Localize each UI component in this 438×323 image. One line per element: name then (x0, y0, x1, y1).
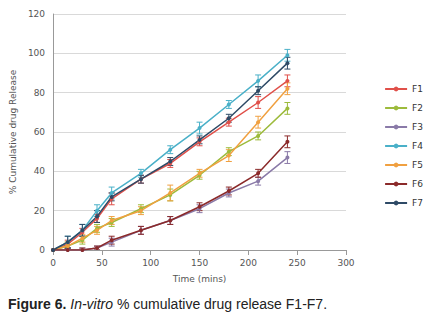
svg-text:F1: F1 (412, 84, 423, 94)
svg-text:150: 150 (191, 258, 208, 268)
svg-text:50: 50 (96, 258, 108, 268)
svg-text:80: 80 (34, 88, 46, 98)
svg-text:Time (mins): Time (mins) (172, 274, 227, 284)
svg-text:20: 20 (34, 206, 46, 216)
svg-text:F7: F7 (412, 198, 423, 208)
svg-text:250: 250 (289, 258, 306, 268)
svg-text:300: 300 (337, 258, 354, 268)
svg-text:F2: F2 (412, 103, 423, 113)
html-text:Figure 6. In-vitro% cumulative: Figure 6. In-vitro% cumulative drug rele… (8, 296, 327, 312)
svg-text:% Cumulative drug Release: % Cumulative drug Release (8, 69, 18, 194)
svg-text:0: 0 (50, 258, 56, 268)
svg-text:0: 0 (39, 245, 45, 255)
svg-text:F4: F4 (412, 141, 423, 151)
svg-text:120: 120 (28, 9, 45, 19)
svg-text:40: 40 (34, 166, 46, 176)
svg-text:F6: F6 (412, 179, 423, 189)
svg-text:F3: F3 (412, 122, 423, 132)
svg-text:60: 60 (34, 127, 46, 137)
svg-text:F5: F5 (412, 160, 423, 170)
svg-text:100: 100 (142, 258, 159, 268)
svg-text:100: 100 (28, 48, 45, 58)
svg-text:200: 200 (240, 258, 257, 268)
